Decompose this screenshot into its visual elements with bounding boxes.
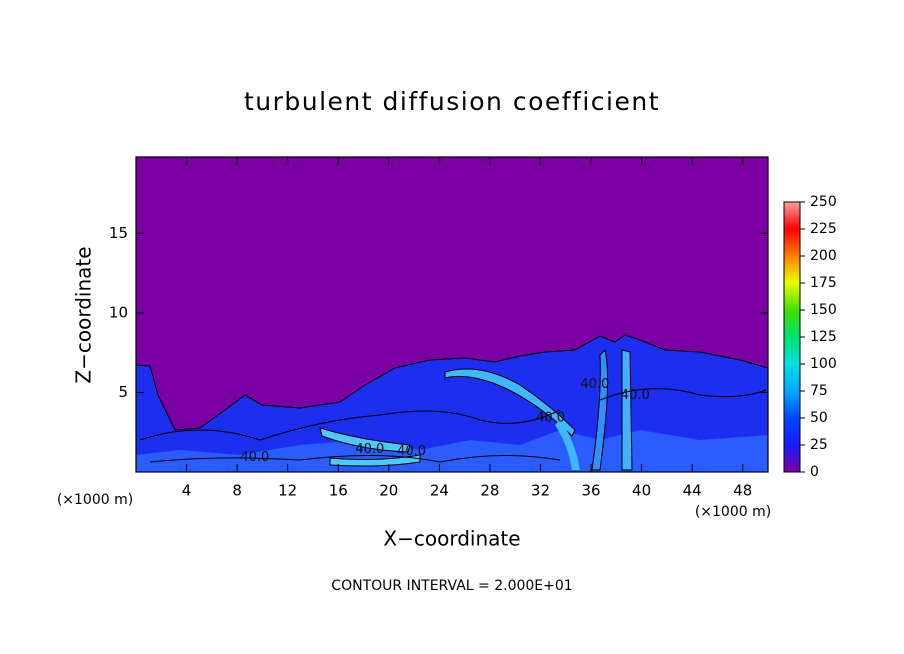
plot-frame: [135, 156, 769, 473]
chart-title: turbulent diffusion coefficient: [244, 87, 660, 116]
x-tick-label: 20: [379, 482, 398, 500]
contour-label: 40.0: [580, 377, 609, 392]
colorbar-tick-label: 125: [810, 329, 837, 345]
x-tick-label: 16: [329, 482, 348, 500]
x-tick-label: 12: [278, 482, 297, 500]
field-streak: [621, 349, 633, 471]
x-tick-label: 28: [480, 482, 499, 500]
y-axis-label: Z−coordinate: [72, 246, 96, 383]
x-tick-label: 24: [430, 482, 449, 500]
colorbar-tick-label: 150: [810, 302, 837, 318]
colorbar-tick-label: 50: [810, 410, 828, 426]
x-tick-label: 48: [733, 482, 752, 500]
x-tick-label: 32: [531, 482, 550, 500]
contour-note: CONTOUR INTERVAL = 2.000E+01: [331, 578, 572, 594]
contour-label: 40.0: [621, 388, 650, 403]
contour-label: 40.0: [240, 450, 269, 465]
field: [136, 157, 768, 472]
field-streak: [555, 420, 580, 470]
contour-label: 40.0: [397, 444, 426, 459]
contour-label: 40.0: [355, 442, 384, 457]
y-tick-label: 15: [109, 224, 128, 242]
x-axis-label: X−coordinate: [383, 527, 520, 551]
x-tick-label: 44: [683, 482, 702, 500]
x-tick-label: 36: [581, 482, 600, 500]
colorbar-tick-label: 0: [810, 464, 819, 480]
field-streak: [319, 427, 411, 453]
colorbar-tick-label: 175: [810, 275, 837, 291]
contour-label: 40.0: [536, 410, 565, 425]
x-tick-label: 40: [632, 482, 651, 500]
y-tick-label: 5: [118, 383, 128, 401]
field-streak: [444, 368, 576, 437]
colorbar-tick-label: 225: [810, 221, 837, 237]
field-streak: [329, 454, 421, 467]
colorbar-tick-label: 25: [810, 437, 828, 453]
x-tick-label: 4: [182, 482, 192, 500]
colorbar: [783, 201, 801, 473]
field-region: [136, 430, 768, 472]
colorbar-tick-label: 200: [810, 248, 837, 264]
colorbar-tick-label: 75: [810, 383, 828, 399]
x-unit-left: (×1000 m): [57, 492, 133, 508]
colorbar-tick-label: 100: [810, 356, 837, 372]
field-streak: [591, 349, 609, 471]
x-unit-right: (×1000 m): [695, 504, 771, 520]
x-tick-label: 8: [232, 482, 242, 500]
colorbar-tick-label: 250: [810, 194, 837, 210]
contour-line: [139, 388, 767, 463]
y-tick-label: 10: [109, 303, 128, 321]
